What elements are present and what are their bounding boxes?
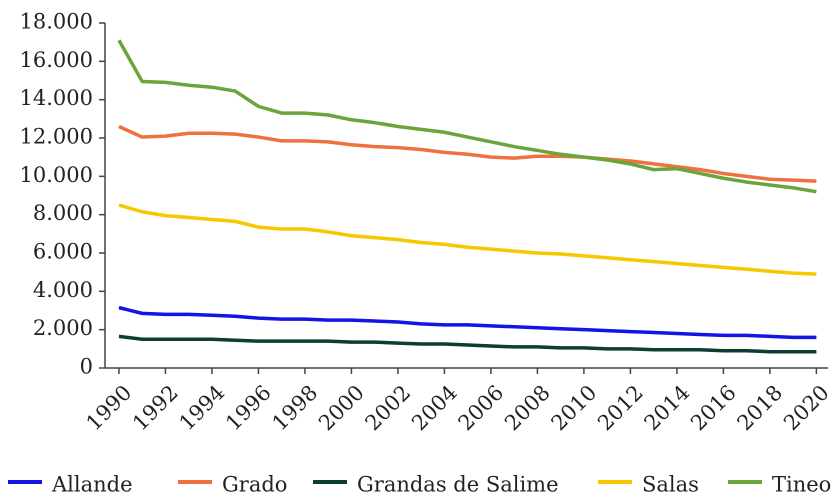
y-tick-label: 6.000 xyxy=(33,240,93,264)
series-line xyxy=(118,124,817,183)
x-tick-label: 1994 xyxy=(175,380,230,435)
legend-item: Salas xyxy=(598,473,699,497)
x-tick-label: 2014 xyxy=(640,380,695,435)
x-tick-label: 2016 xyxy=(686,380,741,435)
legend-item: Allande xyxy=(8,473,133,497)
legend-item: Grado xyxy=(178,473,287,497)
series-line xyxy=(118,305,817,340)
series-line xyxy=(118,203,817,276)
x-tick-label: 2004 xyxy=(407,380,462,435)
legend-label: Grandas de Salime xyxy=(357,473,559,497)
x-tick-label: 1996 xyxy=(221,380,276,435)
y-tick-label: 18.000 xyxy=(20,10,93,34)
legend-label: Tineo xyxy=(772,473,831,497)
series-line xyxy=(117,39,817,194)
x-tick-label: 2000 xyxy=(314,380,369,435)
legend-label: Allande xyxy=(51,473,133,497)
x-tick-label: 2020 xyxy=(779,380,833,435)
y-tick-label: 2.000 xyxy=(33,316,93,340)
x-tick-label: 2012 xyxy=(593,380,648,435)
x-tick-label: 1990 xyxy=(82,380,137,435)
legend-label: Grado xyxy=(222,473,287,497)
x-tick-label: 2002 xyxy=(361,380,416,435)
series-line xyxy=(118,334,817,354)
y-tick-label: 12.000 xyxy=(20,125,93,149)
y-tick-label: 4.000 xyxy=(33,278,93,302)
y-tick-label: 8.000 xyxy=(33,201,93,225)
legend-item: Grandas de Salime xyxy=(313,473,559,497)
y-tick-label: 16.000 xyxy=(20,48,93,72)
x-tick-label: 1992 xyxy=(128,380,183,435)
x-tick-label: 1998 xyxy=(268,380,323,435)
x-tick-label: 2010 xyxy=(547,380,602,435)
legend-label: Salas xyxy=(642,473,699,497)
y-tick-label: 14.000 xyxy=(20,86,93,110)
x-tick-label: 2006 xyxy=(454,380,509,435)
x-tick-label: 2018 xyxy=(733,380,788,435)
legend-item: Tineo xyxy=(728,473,831,497)
x-tick-label: 2008 xyxy=(500,380,555,435)
y-tick-label: 10.000 xyxy=(20,163,93,187)
y-tick-label: 0 xyxy=(80,355,93,379)
